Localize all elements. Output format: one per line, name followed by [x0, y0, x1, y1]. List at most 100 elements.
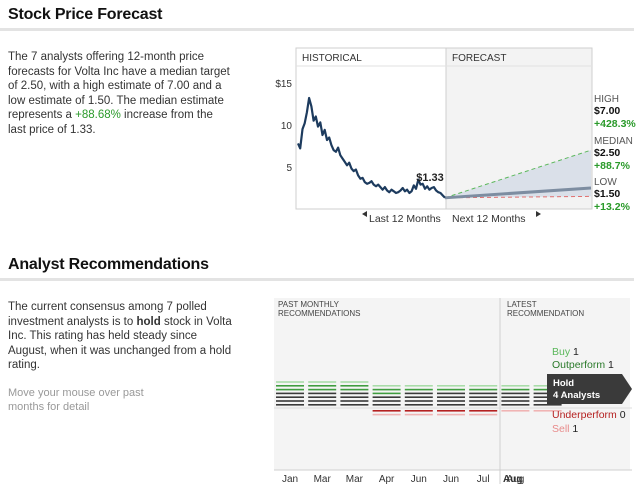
forecast-title-rule — [0, 28, 634, 31]
forecast-median-line — [444, 186, 592, 200]
last-price-label: $1.33 — [416, 172, 444, 184]
target-low-label: LOW — [594, 177, 617, 188]
historical-price-line — [296, 96, 446, 199]
month-label: Jul — [477, 474, 490, 485]
rating-line-hold — [372, 404, 401, 406]
prev-period-label: Last 12 Months — [369, 213, 441, 225]
month-column[interactable] — [372, 385, 401, 416]
rating-line-hold — [276, 400, 304, 402]
rating-line-hold — [469, 400, 498, 402]
rating-line-hold — [308, 396, 337, 398]
rating-line-outperform — [372, 388, 401, 391]
recommendations-summary: The current consensus among 7 polled inv… — [8, 300, 233, 373]
rating-line-underperform — [469, 410, 498, 412]
month-column[interactable] — [437, 385, 465, 416]
past-monthly-label: PAST MONTHLY RECOMMENDATIONS — [278, 300, 361, 318]
rating-line-sell — [469, 413, 498, 416]
price-forecast-chart: HISTORICAL FORECAST $15 10 5 $1.33 HIGH$7.… — [275, 47, 636, 225]
rating-line-buy — [404, 385, 433, 387]
rating-line-hold — [533, 404, 562, 406]
rating-line-hold — [308, 404, 337, 406]
target-high-change: +428.3% — [594, 118, 636, 130]
rating-line-outperform — [276, 388, 304, 391]
rating-line-sell — [372, 413, 401, 416]
latest-underperform-label: Underperform 0 — [552, 409, 626, 421]
recommendations-title: Analyst Recommendations — [8, 256, 209, 273]
forecast-summary-pct: +88.68% — [75, 109, 121, 121]
month-label: Mar — [314, 474, 332, 485]
rating-line-outperform — [308, 385, 337, 387]
y-tick-label: 10 — [281, 121, 293, 132]
past-monthly-label-line1: PAST MONTHLY — [278, 300, 340, 309]
rating-line-hold — [308, 392, 337, 395]
rating-line-underperform — [437, 410, 465, 412]
forecast-summary: The 7 analysts offering 12-month price f… — [8, 50, 233, 137]
rating-line-buy — [501, 385, 530, 387]
month-column[interactable] — [340, 381, 369, 406]
arrow-right-icon — [536, 211, 541, 217]
rating-line-outperform — [372, 392, 401, 395]
month-label: Jun — [411, 474, 427, 485]
forecast-summary-part: increase from the last price of 1.33. — [8, 109, 213, 136]
month-column[interactable] — [469, 385, 498, 416]
rating-line-hold — [340, 404, 369, 406]
hold-callout-count: 4 Analysts — [553, 390, 600, 401]
rating-line-sell — [533, 410, 562, 412]
rating-line-buy — [372, 385, 401, 387]
rating-line-outperform — [340, 385, 369, 387]
target-low-value: $1.50 — [594, 188, 620, 200]
rating-line-hold — [501, 400, 530, 402]
rating-line-hold — [501, 396, 530, 398]
recommendations-summary-part: The current consensus among 7 polled inv… — [8, 301, 207, 328]
y-tick-label: $15 — [275, 79, 292, 90]
recommendations-summary-part: stock in Volta Inc. This rating has held… — [8, 315, 232, 372]
forecast-summary-part: The 7 analysts offering 12-month price f… — [8, 51, 230, 121]
latest-buy-label: Buy 1 — [552, 346, 579, 358]
prev-period-link[interactable]: Last 12 Months — [362, 211, 441, 225]
target-high-value: $7.00 — [594, 105, 620, 117]
rating-line-hold — [404, 400, 433, 402]
month-column[interactable] — [501, 385, 530, 412]
rating-line-hold — [469, 404, 498, 406]
month-label: Apr — [379, 474, 395, 485]
month-column[interactable] — [276, 381, 304, 406]
rating-line-hold — [501, 392, 530, 395]
rating-line-hold — [469, 392, 498, 395]
target-median-value: $2.50 — [594, 147, 620, 159]
rating-line-hold — [437, 400, 465, 402]
month-label: Aug — [503, 474, 522, 485]
latest-outperform-label: Outperform 1 — [552, 359, 614, 371]
rating-line-hold — [340, 400, 369, 402]
rating-line-buy — [308, 381, 337, 383]
rating-line-hold — [469, 396, 498, 398]
rating-line-outperform — [501, 388, 530, 391]
forecast-label: FORECAST — [452, 53, 506, 64]
month-column[interactable] — [308, 381, 337, 406]
rating-line-outperform — [437, 388, 465, 391]
latest-label: LATEST RECOMMENDATION — [507, 300, 584, 318]
hold-callout-bg — [547, 374, 632, 404]
rating-line-hold — [501, 404, 530, 406]
rating-line-hold — [404, 396, 433, 398]
target-median-label: MEDIAN — [594, 136, 633, 147]
target-high-label: HIGH — [594, 94, 619, 105]
forecast-title: Stock Price Forecast — [8, 6, 163, 23]
month-label: Mar — [346, 474, 364, 485]
target-median-change: +88.7% — [594, 160, 631, 172]
past-monthly-panel — [274, 298, 500, 470]
rating-line-outperform — [308, 388, 337, 391]
rating-line-buy — [469, 385, 498, 387]
month-label: Jun — [443, 474, 459, 485]
month-column[interactable] — [404, 385, 433, 416]
hold-callout-label: Hold — [553, 378, 574, 389]
latest-label-line1: LATEST — [507, 300, 537, 309]
month-label: Jan — [282, 474, 298, 485]
next-period-link[interactable]: Next 12 Months — [452, 211, 541, 225]
rating-line-hold — [437, 396, 465, 398]
recommendations-chart: PAST MONTHLY RECOMMENDATIONS LATEST RECOMM… — [274, 298, 632, 485]
rating-line-hold — [372, 396, 401, 398]
rating-line-hold — [404, 404, 433, 406]
y-tick-label: 5 — [286, 163, 292, 174]
rating-line-underperform — [372, 410, 401, 412]
